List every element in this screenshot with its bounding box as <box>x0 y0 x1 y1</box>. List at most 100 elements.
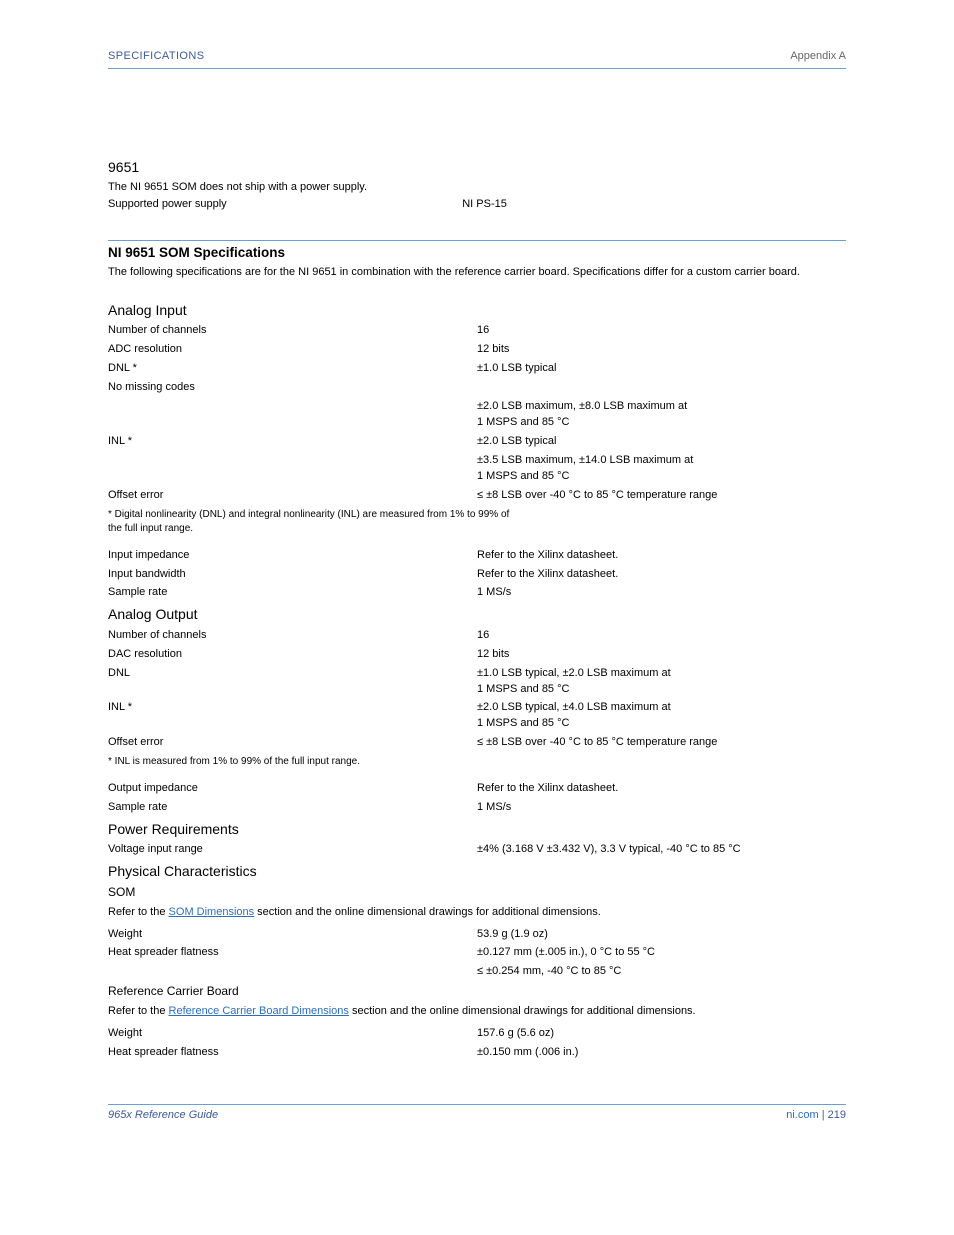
param-name: Sample rate <box>108 585 477 604</box>
footer-left: 965x Reference Guide <box>108 1109 218 1121</box>
param-value: 157.6 g (5.6 oz) <box>477 1026 846 1045</box>
section-rule <box>108 240 846 241</box>
table-row: No missing codes <box>108 380 846 399</box>
param-name <box>108 453 477 488</box>
param-value: ±1.0 LSB typical, ±2.0 LSB maximum at 1 … <box>477 666 846 701</box>
group-title-row: Reference Carrier Board <box>108 983 846 1003</box>
param-value: ±3.5 LSB maximum, ±14.0 LSB maximum at 1… <box>477 453 846 488</box>
param-name: Number of channels <box>108 323 477 342</box>
param-value: Refer to the Xilinx datasheet. <box>477 781 846 800</box>
param-name: Offset error <box>108 735 477 754</box>
param-name: Output impedance <box>108 781 477 800</box>
header-left: SPECIFICATIONS <box>108 50 204 62</box>
group-title: Analog Output <box>108 604 846 627</box>
param-value: 16 <box>477 323 846 342</box>
param-value: 1 MS/s <box>477 585 846 604</box>
param-value: 1 MS/s <box>477 800 846 819</box>
param-value: ±2.0 LSB typical, ±4.0 LSB maximum at 1 … <box>477 700 846 735</box>
table-row: Sample rate1 MS/s <box>108 585 846 604</box>
param-name: INL * <box>108 700 477 735</box>
table-note-row: * Digital nonlinearity (DNL) and integra… <box>108 507 846 540</box>
param-name: Weight <box>108 1026 477 1045</box>
table-row: ≤ ±0.254 mm, -40 °C to 85 °C <box>108 964 846 983</box>
group-title-row: Analog Input <box>108 300 846 323</box>
param-value: ±1.0 LSB typical <box>477 361 846 380</box>
table-row: Sample rate1 MS/s <box>108 800 846 819</box>
group-title: Physical Characteristics <box>108 861 846 884</box>
param-value: ≤ ±0.254 mm, -40 °C to 85 °C <box>477 964 846 983</box>
param-value <box>477 380 846 399</box>
param-name: DNL <box>108 666 477 701</box>
table-row: Output impedanceRefer to the Xilinx data… <box>108 781 846 800</box>
param-value: 12 bits <box>477 342 846 361</box>
header-gap <box>108 69 846 159</box>
param-sub: No missing codes <box>108 380 477 399</box>
param-name <box>108 399 477 434</box>
param-value: ±2.0 LSB typical <box>477 434 846 453</box>
param-value: ±0.127 mm (±.005 in.), 0 °C to 55 °C <box>477 945 846 964</box>
param-name: Input impedance <box>108 548 477 567</box>
group-title: SOM <box>108 884 846 904</box>
param-value: Refer to the Xilinx datasheet. <box>477 548 846 567</box>
param-name: Heat spreader flatness <box>108 945 477 964</box>
table-row: DNL *±1.0 LSB typical <box>108 361 846 380</box>
note-text: * Digital nonlinearity (DNL) and integra… <box>108 507 846 540</box>
intro-table: Supported power supply NI PS-15 <box>108 197 846 216</box>
header-right: Appendix A <box>790 50 846 62</box>
page-header: SPECIFICATIONS Appendix A <box>108 50 846 66</box>
table-row: DAC resolution12 bits <box>108 647 846 666</box>
param-name: Weight <box>108 927 477 946</box>
param-name: Supported power supply <box>108 197 462 216</box>
table-row: Heat spreader flatness±0.150 mm (.006 in… <box>108 1045 846 1064</box>
inline-link[interactable]: Reference Carrier Board Dimensions <box>169 1005 349 1017</box>
param-value: NI PS-15 <box>462 197 846 216</box>
table-row: Weight53.9 g (1.9 oz) <box>108 927 846 946</box>
group-title-row: Analog Output <box>108 604 846 627</box>
group-title-row: SOM <box>108 884 846 904</box>
spacer-row <box>108 540 846 548</box>
param-value: 12 bits <box>477 647 846 666</box>
param-name: DAC resolution <box>108 647 477 666</box>
table-row: Offset error≤ ±8 LSB over -40 °C to 85 °… <box>108 735 846 754</box>
param-value: ±2.0 LSB maximum, ±8.0 LSB maximum at 1 … <box>477 399 846 434</box>
table-note-row: * INL is measured from 1% to 99% of the … <box>108 754 846 773</box>
table-row: INL *±2.0 LSB typical, ±4.0 LSB maximum … <box>108 700 846 735</box>
table-row: Number of channels16 <box>108 628 846 647</box>
table-row: Number of channels16 <box>108 323 846 342</box>
param-name: ADC resolution <box>108 342 477 361</box>
table-row: DNL±1.0 LSB typical, ±2.0 LSB maximum at… <box>108 666 846 701</box>
table-row: Supported power supply NI PS-15 <box>108 197 846 216</box>
table-row: ±3.5 LSB maximum, ±14.0 LSB maximum at 1… <box>108 453 846 488</box>
param-value: ≤ ±8 LSB over -40 °C to 85 °C temperatur… <box>477 735 846 754</box>
param-value: ±0.150 mm (.006 in.) <box>477 1045 846 1064</box>
section-subtitle: The following specifications are for the… <box>108 266 846 278</box>
page: SPECIFICATIONS Appendix A 9651 The NI 96… <box>0 0 954 1235</box>
group-title-row: Physical Characteristics <box>108 861 846 884</box>
spec-table: Analog InputNumber of channels16ADC reso… <box>108 300 846 1064</box>
note-text: * INL is measured from 1% to 99% of the … <box>108 754 846 773</box>
spacer-row <box>108 773 846 781</box>
group-note: Refer to the SOM Dimensions section and … <box>108 905 846 927</box>
footer-link[interactable]: ni.com <box>786 1109 818 1121</box>
table-row: Input impedanceRefer to the Xilinx datas… <box>108 548 846 567</box>
table-row: Heat spreader flatness±0.127 mm (±.005 i… <box>108 945 846 964</box>
group-note-row: Refer to the SOM Dimensions section and … <box>108 905 846 927</box>
model-title: 9651 <box>108 159 846 175</box>
param-value: ≤ ±8 LSB over -40 °C to 85 °C temperatur… <box>477 488 846 507</box>
param-name: DNL * <box>108 361 477 380</box>
param-name <box>108 964 477 983</box>
param-name: Voltage input range <box>108 842 477 861</box>
param-value: Refer to the Xilinx datasheet. <box>477 567 846 586</box>
table-row: ±2.0 LSB maximum, ±8.0 LSB maximum at 1 … <box>108 399 846 434</box>
param-name: Heat spreader flatness <box>108 1045 477 1064</box>
param-name: Sample rate <box>108 800 477 819</box>
section-heading: NI 9651 SOM Specifications <box>108 245 846 260</box>
intro-block: 9651 The NI 9651 SOM does not ship with … <box>108 159 846 216</box>
group-title: Reference Carrier Board <box>108 983 846 1003</box>
group-title-row: Power Requirements <box>108 819 846 842</box>
param-name: Offset error <box>108 488 477 507</box>
inline-link[interactable]: SOM Dimensions <box>169 906 255 918</box>
footer-page-num: 219 <box>828 1109 846 1121</box>
param-name: INL * <box>108 434 477 453</box>
table-row: Offset error≤ ±8 LSB over -40 °C to 85 °… <box>108 488 846 507</box>
